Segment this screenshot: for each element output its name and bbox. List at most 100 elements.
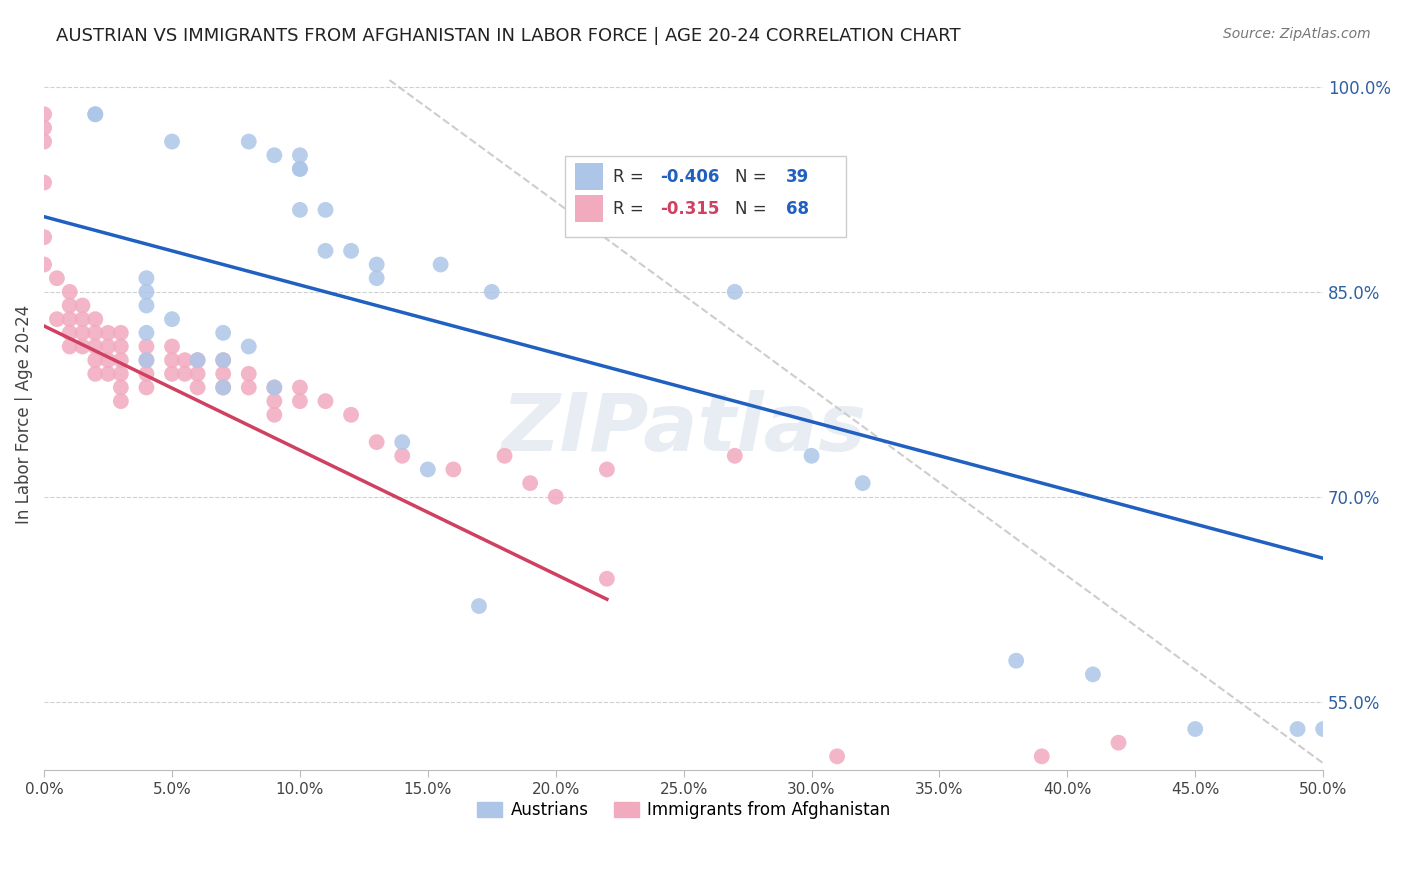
Point [97, 326, 120, 340]
Point [263, 380, 285, 394]
Point [724, 449, 747, 463]
Point [173, 353, 195, 368]
Point [288, 161, 311, 176]
Point [110, 367, 132, 381]
Point [135, 271, 157, 285]
Point [825, 749, 848, 764]
Point [135, 380, 157, 394]
Text: R =: R = [613, 168, 650, 186]
Point [97, 367, 120, 381]
Point [340, 408, 363, 422]
Point [238, 339, 260, 353]
Point [391, 449, 413, 463]
Point [1081, 667, 1104, 681]
Point [187, 353, 209, 368]
Point [110, 353, 132, 368]
Point [800, 449, 823, 463]
Point [596, 462, 619, 476]
Point [441, 462, 464, 476]
Point [135, 339, 157, 353]
Point [72, 298, 94, 312]
Text: ZIPatlas: ZIPatlas [501, 390, 866, 468]
Point [135, 353, 157, 368]
Point [84, 107, 107, 121]
Point [32, 120, 55, 135]
Point [238, 135, 260, 149]
Point [135, 367, 157, 381]
Point [135, 326, 157, 340]
Point [160, 135, 183, 149]
Point [59, 326, 82, 340]
Point [160, 353, 183, 368]
Legend: Austrians, Immigrants from Afghanistan: Austrians, Immigrants from Afghanistan [471, 794, 897, 826]
Point [110, 339, 132, 353]
Point [32, 107, 55, 121]
Point [1312, 722, 1334, 736]
Point [340, 244, 363, 258]
Point [212, 353, 235, 368]
Point [110, 380, 132, 394]
Text: R =: R = [613, 200, 650, 218]
Point [110, 326, 132, 340]
Point [84, 107, 107, 121]
Text: N =: N = [735, 168, 772, 186]
Point [84, 367, 107, 381]
FancyBboxPatch shape [565, 155, 846, 237]
Point [315, 394, 337, 409]
Text: AUSTRIAN VS IMMIGRANTS FROM AFGHANISTAN IN LABOR FORCE | AGE 20-24 CORRELATION C: AUSTRIAN VS IMMIGRANTS FROM AFGHANISTAN … [56, 27, 960, 45]
Y-axis label: In Labor Force | Age 20-24: In Labor Force | Age 20-24 [15, 305, 32, 524]
Point [59, 298, 82, 312]
Point [596, 572, 619, 586]
Point [84, 339, 107, 353]
Point [135, 298, 157, 312]
Point [263, 394, 285, 409]
Point [429, 258, 451, 272]
Point [187, 353, 209, 368]
Text: N =: N = [735, 200, 772, 218]
Point [160, 312, 183, 326]
Point [366, 258, 388, 272]
Point [59, 312, 82, 326]
Point [187, 380, 209, 394]
Point [366, 271, 388, 285]
Point [135, 353, 157, 368]
Point [238, 380, 260, 394]
Point [97, 353, 120, 368]
Point [32, 258, 55, 272]
Point [59, 339, 82, 353]
Point [1184, 722, 1206, 736]
Point [135, 285, 157, 299]
Point [481, 285, 503, 299]
Point [288, 394, 311, 409]
Point [187, 367, 209, 381]
Point [45, 312, 67, 326]
Point [263, 408, 285, 422]
Text: 68: 68 [786, 200, 808, 218]
Point [84, 326, 107, 340]
Point [288, 148, 311, 162]
Point [288, 161, 311, 176]
Point [288, 202, 311, 217]
Point [544, 490, 567, 504]
Point [1108, 736, 1130, 750]
Point [724, 285, 747, 299]
Point [173, 367, 195, 381]
Point [238, 367, 260, 381]
Point [288, 380, 311, 394]
Text: -0.406: -0.406 [661, 168, 720, 186]
Point [212, 367, 235, 381]
FancyBboxPatch shape [575, 195, 603, 222]
Point [519, 476, 541, 491]
Text: -0.315: -0.315 [661, 200, 720, 218]
Point [72, 326, 94, 340]
Point [212, 380, 235, 394]
Text: 39: 39 [786, 168, 810, 186]
Point [212, 380, 235, 394]
Point [110, 394, 132, 409]
Point [45, 271, 67, 285]
Text: Source: ZipAtlas.com: Source: ZipAtlas.com [1223, 27, 1371, 41]
Point [391, 435, 413, 450]
Point [97, 339, 120, 353]
Point [32, 176, 55, 190]
Point [212, 353, 235, 368]
